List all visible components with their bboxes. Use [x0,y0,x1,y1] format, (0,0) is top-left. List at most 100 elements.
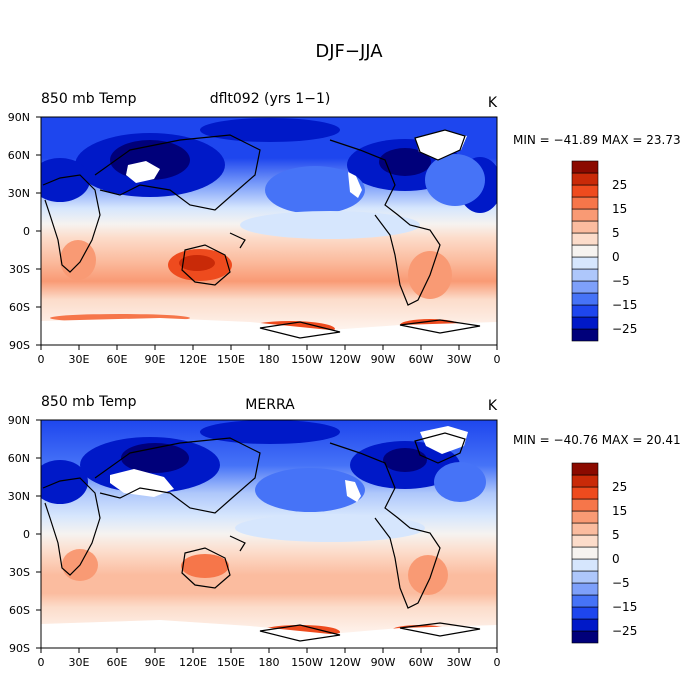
colorbar-segment [571,292,599,306]
panel-2-lon-ticks: 0 30E 60E 90E 120E 150E 180 150W 120W 90W 60W 30W 0 [38,648,501,669]
panel-1-colorbar: 25 15 5 0 −5 −15 −25 [571,160,637,342]
panel-reanalysis: 850 mb Temp MERRA K [8,394,681,669]
colorbar-segment [571,280,599,294]
colorbar-segment [571,462,599,476]
panel-1-units: K [488,95,498,111]
colorbar-segment [571,232,599,246]
lon-tick-label: 0 [494,656,501,669]
panel-1-variable-label: 850 mb Temp [41,91,137,107]
colorbar-segment [571,196,599,210]
panel-2-units: K [488,398,498,414]
colorbar-segment [571,316,599,330]
colorbar-tick-label: −25 [612,624,637,638]
lat-tick-label: 0 [23,528,30,541]
lon-tick-label: 0 [494,353,501,366]
colorbar-segment [571,474,599,488]
panel-2-lat-ticks: 90N 60N 30N 0 30S 60S 90S [8,414,41,655]
colorbar-segment [571,570,599,584]
lon-tick-label: 0 [38,656,45,669]
panel-2-field [41,420,497,648]
colorbar-segment [571,256,599,270]
panel-2-coastlines [42,432,481,642]
colorbar-tick-label: 25 [612,178,627,192]
colorbar-tick-label: −5 [612,576,630,590]
lat-tick-label: 60N [8,149,30,162]
panel-1-lon-ticks: 0 30E 60E 90E 120E 150E 180 150W 120W 90W 60W 30W 0 [38,345,501,366]
colorbar-segment [571,546,599,560]
lon-tick-label: 30W [447,656,472,669]
colorbar-segment [571,582,599,596]
colorbar-segment [571,184,599,198]
colorbar-segment [571,522,599,536]
panel-model: 850 mb Temp dflt092 (yrs 1−1) K [8,91,681,366]
lat-tick-label: 30N [8,187,30,200]
lat-tick-label: 90N [8,414,30,427]
lat-tick-label: 30N [8,490,30,503]
panel-2-min-max: MIN = −40.76 MAX = 20.41 [513,433,681,447]
colorbar-segment [571,328,599,342]
colorbar-tick-label: 25 [612,480,627,494]
lon-tick-label: 60E [107,353,128,366]
lon-tick-label: 150W [291,656,323,669]
colorbar-tick-label: 15 [612,202,627,216]
colorbar-segment [571,220,599,234]
colorbar-segment [571,208,599,222]
lon-tick-label: 90E [145,353,166,366]
colorbar-segment [571,630,599,644]
colorbar-segment [571,558,599,572]
lon-tick-label: 90E [145,656,166,669]
colorbar-segment [571,618,599,632]
colorbar-tick-label: −15 [612,600,637,614]
lon-tick-label: 90W [371,656,396,669]
lon-tick-label: 150W [291,353,323,366]
colorbar-segment [571,606,599,620]
lat-tick-label: 30S [9,566,30,579]
colorbar-tick-label: −5 [612,274,630,288]
colorbar-tick-label: 0 [612,552,620,566]
lat-tick-label: 60N [8,452,30,465]
panel-1-dataset-label: dflt092 (yrs 1−1) [210,91,331,107]
colorbar-segment [571,268,599,282]
lon-tick-label: 120E [179,353,207,366]
lon-tick-label: 60W [409,656,434,669]
lon-tick-label: 120W [329,656,361,669]
colorbar-segment [571,594,599,608]
colorbar-tick-label: 15 [612,504,627,518]
lat-tick-label: 60S [9,604,30,617]
lon-tick-label: 90W [371,353,396,366]
lon-tick-label: 60W [409,353,434,366]
lat-tick-label: 90S [9,642,30,655]
lon-tick-label: 30W [447,353,472,366]
panel-2-variable-label: 850 mb Temp [41,394,137,410]
colorbar-segment [571,534,599,548]
lat-tick-label: 0 [23,225,30,238]
figure-title: DJF−JJA [315,41,383,62]
lon-tick-label: 60E [107,656,128,669]
lon-tick-label: 150E [217,656,245,669]
colorbar-segment [571,510,599,524]
colorbar-tick-label: 5 [612,528,620,542]
lon-tick-label: 180 [259,656,280,669]
panel-1-lat-ticks: 90N 60N 30N 0 30S 60S 90S [8,111,41,352]
panel-2-dataset-label: MERRA [245,397,295,413]
lon-tick-label: 30E [69,353,90,366]
panel-1-coastlines [42,129,481,339]
colorbar-segment [571,498,599,512]
lat-tick-label: 30S [9,263,30,276]
lat-tick-label: 60S [9,301,30,314]
colorbar-segment [571,244,599,258]
lat-tick-label: 90S [9,339,30,352]
colorbar-segment [571,304,599,318]
colorbar-tick-label: −25 [612,322,637,336]
panel-1-field [41,117,497,345]
colorbar-tick-label: 0 [612,250,620,264]
lon-tick-label: 30E [69,656,90,669]
colorbar-segment [571,160,599,174]
lon-tick-label: 150E [217,353,245,366]
lon-tick-label: 0 [38,353,45,366]
panel-2-colorbar: 25 15 5 0 −5 −15 −25 [571,462,637,644]
colorbar-segment [571,486,599,500]
lon-tick-label: 120W [329,353,361,366]
colorbar-tick-label: −15 [612,298,637,312]
